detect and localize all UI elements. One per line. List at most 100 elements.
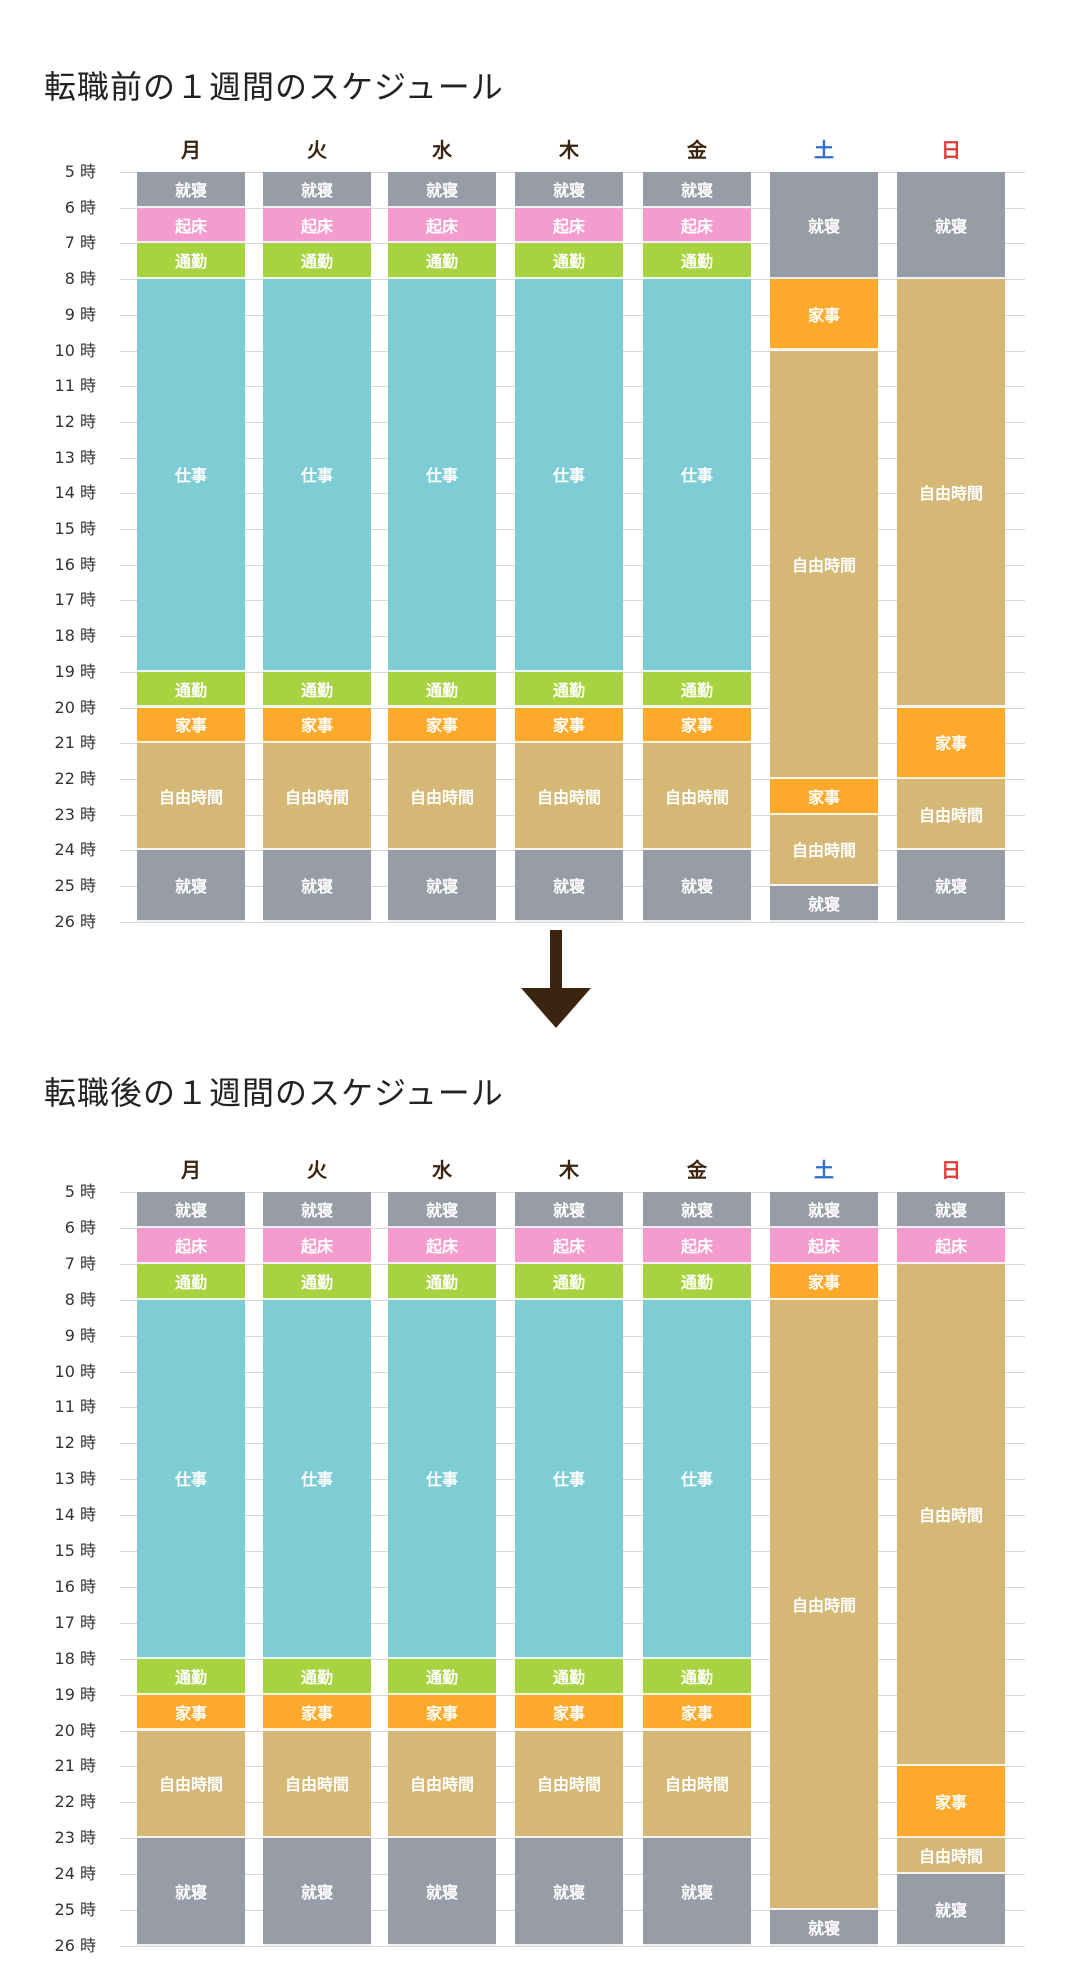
schedule-block: 通勤 — [643, 671, 751, 708]
schedule-block: 自由時間 — [515, 743, 623, 851]
schedule-block: 就寝 — [897, 1192, 1005, 1228]
schedule-block: 起床 — [137, 1227, 245, 1264]
schedule-block: 就寝 — [897, 850, 1005, 922]
hour-label: 20 時 — [54, 1720, 96, 1740]
hour-label: 15 時 — [54, 519, 96, 538]
schedule-block: 就寝 — [137, 850, 245, 922]
day-header: 金 — [687, 1158, 707, 1182]
schedule-block: 自由時間 — [263, 1730, 371, 1839]
schedule-block: 通勤 — [388, 1658, 496, 1695]
hour-label: 14 時 — [54, 483, 96, 503]
schedule-block: 仕事 — [263, 279, 371, 672]
down-arrow-icon — [521, 930, 591, 1028]
schedule-block: 仕事 — [137, 1299, 245, 1659]
schedule-block: 仕事 — [388, 1299, 496, 1659]
hour-label: 6 時 — [64, 197, 96, 217]
hour-label: 10 時 — [54, 340, 96, 360]
schedule-block: 就寝 — [388, 850, 496, 922]
hour-label: 17 時 — [54, 1612, 96, 1632]
schedule-block: 就寝 — [388, 172, 496, 208]
schedule-block: 就寝 — [643, 1838, 751, 1946]
day-header: 水 — [432, 138, 452, 162]
schedule-block: 家事 — [770, 279, 878, 351]
day-header: 火 — [307, 138, 327, 162]
arrow-shaft — [550, 930, 562, 992]
hour-label: 16 時 — [54, 554, 96, 574]
schedule-block: 家事 — [388, 707, 496, 744]
schedule-block: 自由時間 — [897, 1263, 1005, 1767]
schedule-block: 通勤 — [515, 671, 623, 708]
schedule-block: 家事 — [263, 1694, 371, 1731]
schedule-block: 起床 — [770, 1227, 878, 1264]
hour-label: 23 時 — [54, 804, 96, 824]
schedule-block: 家事 — [643, 1694, 751, 1731]
day-header: 水 — [432, 1158, 452, 1182]
schedule-block: 通勤 — [515, 243, 623, 280]
schedule-block: 通勤 — [137, 671, 245, 708]
hour-label: 21 時 — [54, 1756, 96, 1776]
hour-label: 10 時 — [54, 1361, 96, 1381]
schedule-block: 通勤 — [388, 243, 496, 280]
schedule-block: 通勤 — [263, 1658, 371, 1695]
schedule-block: 就寝 — [897, 1874, 1005, 1946]
schedule-block: 就寝 — [643, 1192, 751, 1228]
hour-label: 9 時 — [64, 304, 96, 324]
schedule-block: 通勤 — [137, 1658, 245, 1695]
schedule-block: 仕事 — [515, 279, 623, 672]
hour-label: 25 時 — [54, 1900, 96, 1919]
hour-label: 12 時 — [54, 411, 96, 431]
schedule-block: 通勤 — [263, 243, 371, 280]
schedule-block: 自由時間 — [770, 814, 878, 886]
schedule-block: 起床 — [388, 207, 496, 244]
before-schedule-chart: 5 時 6 時 7 時 8 時 9 時 10 時 11 時 12 時 13 時 14 時 15 時 1… — [0, 0, 1077, 931]
hour-label: 19 時 — [54, 1684, 96, 1704]
schedule-block: 仕事 — [643, 1299, 751, 1659]
hour-gridline — [120, 1945, 1025, 1947]
schedule-block: 仕事 — [388, 279, 496, 672]
hour-label: 22 時 — [54, 768, 96, 788]
schedule-block: 通勤 — [137, 1263, 245, 1300]
schedule-block: 通勤 — [515, 1658, 623, 1695]
schedule-block: 仕事 — [263, 1299, 371, 1659]
day-header: 火 — [307, 1158, 327, 1182]
hour-label: 15 時 — [54, 1541, 96, 1560]
hour-label: 12 時 — [54, 1433, 96, 1453]
schedule-block: 就寝 — [263, 172, 371, 208]
schedule-block: 通勤 — [388, 1263, 496, 1300]
after-title: 転職後の１週間のスケジュール — [44, 1074, 504, 1112]
hour-label: 18 時 — [54, 626, 96, 646]
schedule-block: 仕事 — [515, 1299, 623, 1659]
schedule-block: 仕事 — [137, 279, 245, 672]
schedule-block: 仕事 — [643, 279, 751, 672]
schedule-block: 自由時間 — [897, 279, 1005, 708]
schedule-block: 起床 — [897, 1227, 1005, 1264]
hour-label: 26 時 — [54, 1935, 96, 1955]
day-header: 土 — [814, 1158, 834, 1182]
schedule-block: 就寝 — [388, 1838, 496, 1946]
day-header: 日 — [941, 138, 961, 162]
schedule-block: 自由時間 — [643, 1730, 751, 1839]
hour-label: 13 時 — [54, 447, 96, 467]
schedule-block: 家事 — [515, 1694, 623, 1731]
hour-label: 14 時 — [54, 1505, 96, 1525]
schedule-block: 起床 — [263, 1227, 371, 1264]
hour-label: 24 時 — [54, 840, 96, 860]
schedule-block: 通勤 — [643, 1658, 751, 1695]
schedule-block: 自由時間 — [263, 743, 371, 851]
schedule-block: 通勤 — [388, 671, 496, 708]
schedule-block: 就寝 — [897, 172, 1005, 280]
schedule-block: 自由時間 — [770, 350, 878, 779]
schedule-block: 通勤 — [137, 243, 245, 280]
schedule-block: 自由時間 — [137, 1730, 245, 1839]
schedule-block: 自由時間 — [643, 743, 751, 851]
schedule-block: 通勤 — [643, 1263, 751, 1300]
schedule-block: 就寝 — [515, 1192, 623, 1228]
hour-label: 5 時 — [64, 1182, 96, 1201]
schedule-block: 就寝 — [137, 1838, 245, 1946]
hour-label: 8 時 — [64, 269, 96, 289]
schedule-block: 起床 — [515, 207, 623, 244]
schedule-block: 通勤 — [515, 1263, 623, 1300]
hour-label: 21 時 — [54, 733, 96, 753]
schedule-block: 自由時間 — [137, 743, 245, 851]
